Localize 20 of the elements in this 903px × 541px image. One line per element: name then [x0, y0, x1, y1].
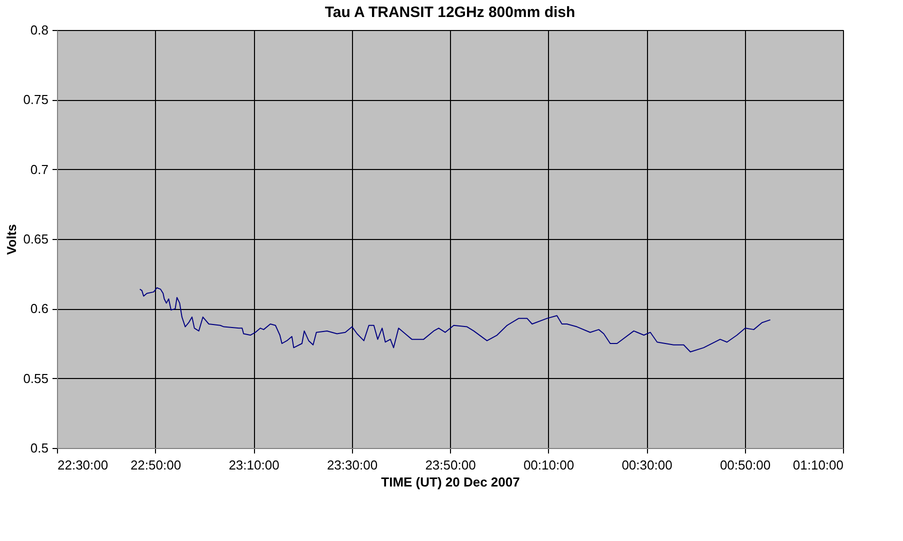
chart-title: Tau A TRANSIT 12GHz 800mm dish — [324, 4, 576, 21]
y-axis-title: Volts — [4, 224, 20, 255]
x-tick-label: 00:50:00 — [720, 458, 771, 472]
y-tick-label: 0.65 — [23, 232, 48, 246]
y-tick-label: 0.55 — [23, 370, 48, 386]
y-tick-label: 0.75 — [23, 92, 48, 108]
x-tick-label: 01:10:00 — [792, 458, 844, 472]
x-tick-label: 22:30:00 — [58, 458, 108, 472]
x-tick-label: 23:10:00 — [228, 458, 280, 472]
x-tick-label: 22:50:00 — [130, 458, 182, 472]
y-tick-label: 0.6 — [30, 301, 48, 316]
y-tick-label: 0.8 — [30, 22, 48, 38]
y-tick-label: 0.7 — [30, 162, 48, 177]
x-tick-label: 00:30:00 — [622, 458, 672, 472]
x-tick-label: 00:10:00 — [523, 458, 574, 472]
y-tick-label: 0.5 — [30, 440, 48, 456]
x-axis-title: TIME (UT) 20 Dec 2007 — [381, 474, 520, 490]
x-tick-label: 23:30:00 — [326, 458, 378, 472]
line-series — [139, 287, 771, 352]
x-tick-label: 23:50:00 — [425, 458, 476, 472]
